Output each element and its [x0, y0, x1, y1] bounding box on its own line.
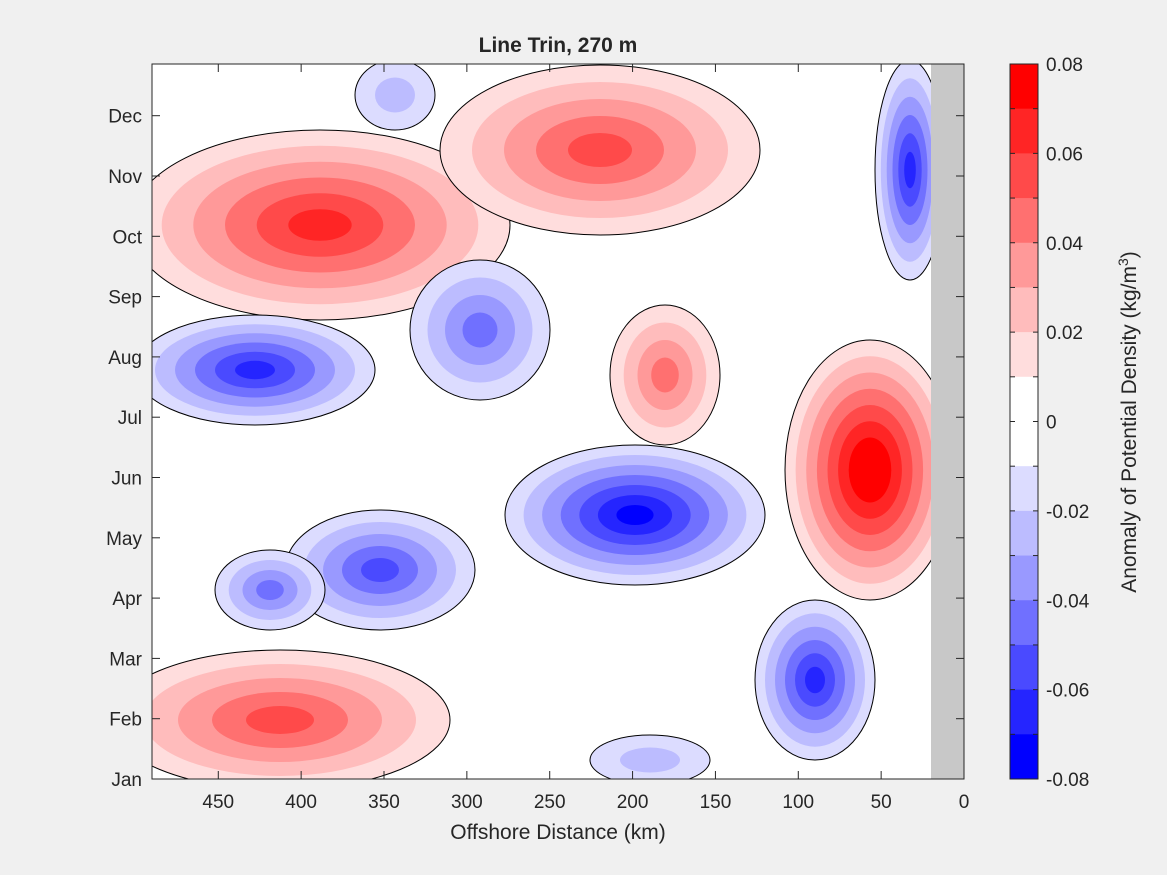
colorbar-tick-label: -0.02 [1046, 502, 1089, 523]
positive-anomaly-feb-band-5 [246, 706, 314, 734]
positive-anomaly-nov-band-5 [568, 133, 632, 167]
colorbar-level [1010, 600, 1038, 646]
positive-anomaly-aug-band-4 [651, 357, 679, 393]
negative-anomaly-jan-zero-contour [589, 734, 711, 779]
negative-anomaly-may-band-7 [616, 505, 654, 525]
colorbar-level [1010, 242, 1038, 288]
negative-anomaly-may-zero-contour [504, 444, 766, 586]
colorbar [1009, 63, 1039, 780]
y-tick-label: Feb [109, 710, 142, 731]
negative-anomaly-apr-band-5 [361, 558, 399, 582]
colorbar-level [1010, 376, 1038, 422]
colorbar-level [1010, 510, 1038, 557]
colorbar-level [1010, 689, 1038, 735]
positive-anomaly-aug-zero-contour [609, 304, 721, 446]
colorbar-level [1010, 644, 1038, 691]
y-tick-label: Jun [111, 469, 142, 490]
y-tick-label: Jul [118, 408, 142, 429]
negative-anomaly-dec-small-band-2 [375, 77, 415, 113]
negative-anomaly-apr-west-band-4 [256, 580, 284, 600]
x-axis-label: Offshore Distance (km) [450, 821, 666, 844]
x-tick-label: 300 [451, 792, 483, 813]
colorbar-tick-label: 0 [1046, 413, 1057, 434]
colorbar-label-close: ) [1118, 251, 1141, 258]
negative-anomaly-dec-small-zero-contour [354, 64, 436, 131]
y-tick-label: Jan [111, 770, 142, 791]
x-tick-label: 150 [700, 792, 732, 813]
x-axis: 450 400 350 300 250 200 150 100 50 0 [202, 64, 969, 813]
y-tick-label: Mar [109, 649, 142, 670]
colorbar-level [1010, 734, 1038, 780]
colorbar-tick-label: 0.06 [1046, 144, 1083, 165]
colorbar-tick-label: -0.06 [1046, 681, 1089, 702]
colorbar-level [1010, 555, 1038, 601]
y-tick-label: Aug [108, 348, 142, 369]
x-tick-label: 400 [285, 792, 317, 813]
colorbar-label-sup: 3 [1115, 258, 1131, 266]
x-tick-label: 0 [959, 792, 970, 813]
negative-anomaly-jan-band-2 [620, 747, 680, 773]
negative-anomaly-apr-west-zero-contour [214, 549, 326, 631]
negative-anomaly-sep-zero-contour [409, 259, 551, 401]
y-tick-label: May [106, 529, 142, 550]
chart-title: Line Trin, 270 m [479, 34, 638, 57]
colorbar-level [1010, 332, 1038, 378]
x-tick-label: 350 [368, 792, 400, 813]
positive-anomaly-jun-band-8 [859, 453, 881, 487]
plot-frame [151, 63, 965, 780]
y-tick-label: Nov [108, 167, 142, 188]
colorbar-level [1010, 421, 1038, 467]
no-data-band [931, 64, 964, 779]
y-tick-label: Sep [108, 288, 142, 309]
colorbar-ticks: 0.08 0.06 0.04 0.02 0 -0.02 -0.04 -0.06 -0.08 [1046, 55, 1090, 791]
x-tick-label: 100 [782, 792, 814, 813]
negative-anomaly-feb-zero-contour [754, 599, 876, 761]
y-tick-label: Apr [112, 589, 142, 610]
colorbar-level [1010, 198, 1038, 244]
x-tick-label: 450 [202, 792, 234, 813]
negative-anomaly-aug-band-6 [235, 360, 275, 380]
x-tick-label: 200 [617, 792, 649, 813]
colorbar-level [1010, 64, 1038, 110]
positive-anomaly-oct-zero-contour [152, 129, 511, 321]
negative-anomaly-dec-band-6 [904, 151, 916, 189]
y-tick-label: Dec [108, 107, 142, 128]
positive-anomaly-feb-zero-contour [152, 649, 451, 779]
x-tick-label: 250 [534, 792, 566, 813]
y-tick-label: Oct [112, 227, 142, 248]
colorbar-label-main: Anomaly of Potential Density (kg/m [1118, 266, 1141, 593]
x-tick-label: 50 [871, 792, 892, 813]
colorbar-level [1010, 153, 1038, 199]
negative-anomaly-sep-band-4 [462, 312, 498, 348]
colorbar-tick-label: -0.04 [1046, 591, 1090, 612]
positive-anomaly-nov-zero-contour [439, 64, 761, 236]
positive-anomaly-oct-band-6 [288, 209, 352, 241]
colorbar-level [1010, 466, 1038, 512]
colorbar-label: Anomaly of Potential Density (kg/m3) [1115, 251, 1141, 593]
colorbar-level [1010, 108, 1038, 154]
plot-area [152, 64, 964, 779]
colorbar-tick-label: -0.08 [1046, 770, 1089, 791]
negative-anomaly-aug-zero-contour [152, 314, 376, 426]
y-axis: Jan Feb Mar Apr May Jun Jul Aug Sep Oct Nov Dec [106, 107, 964, 791]
colorbar-tick-label: 0.04 [1046, 234, 1083, 255]
negative-anomaly-feb-band-6 [805, 666, 825, 694]
colorbar-level [1010, 287, 1038, 333]
colorbar-tick-label: 0.02 [1046, 323, 1083, 344]
colorbar-tick-label: 0.08 [1046, 55, 1083, 76]
contour-fill-layer [152, 64, 956, 779]
